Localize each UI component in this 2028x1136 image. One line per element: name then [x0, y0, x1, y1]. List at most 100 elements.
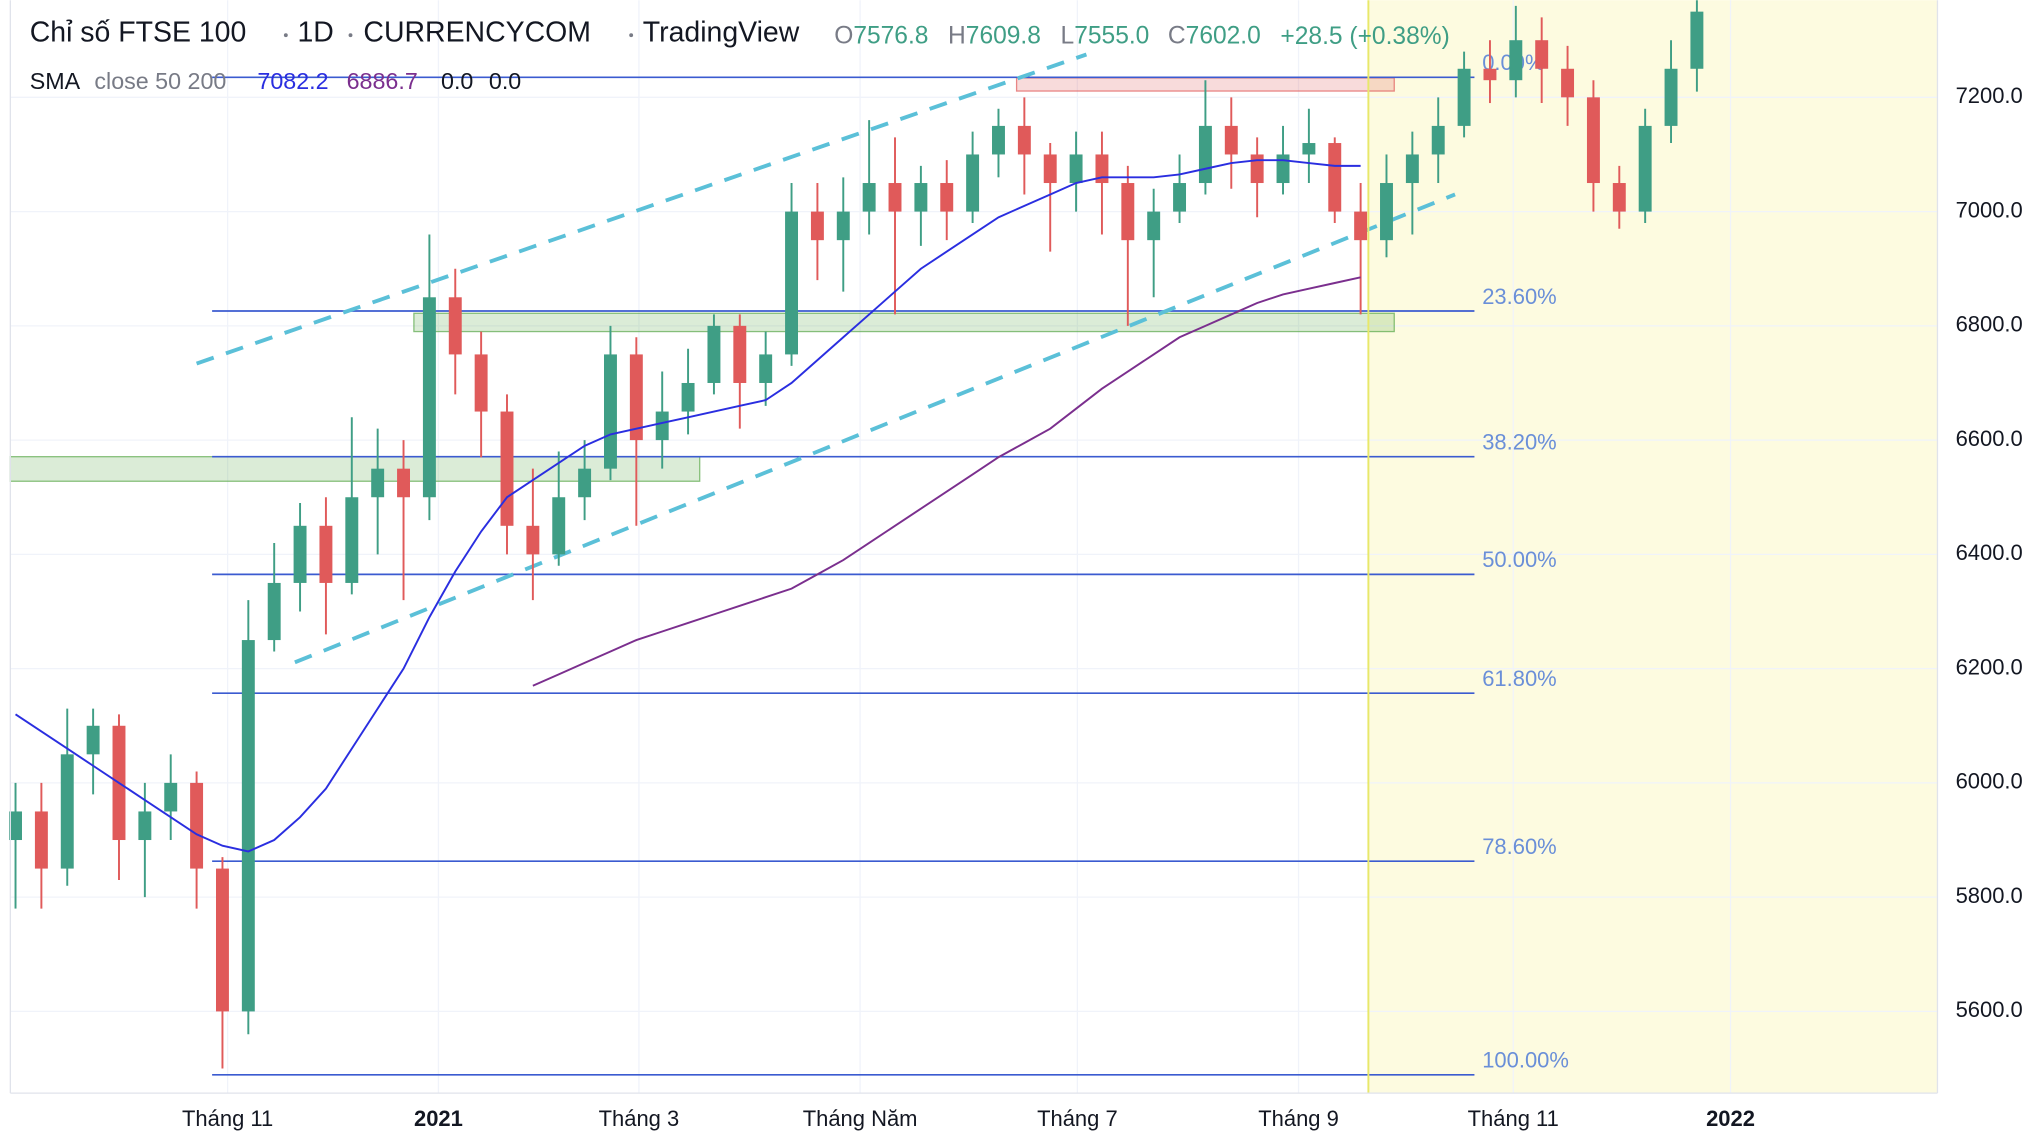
candle-body [733, 325, 747, 383]
candle-body [1380, 183, 1393, 241]
indicator-value: 0.0 [489, 68, 521, 94]
change: +28.5 (+0.38%) [1280, 23, 1449, 50]
candle-body [526, 525, 540, 555]
candle-body [190, 782, 204, 869]
candle-body [966, 154, 980, 212]
indicator-value: 6886.7 [347, 68, 418, 94]
ohlc-value: 7602.0 [1186, 23, 1261, 50]
x-tick-label: 2022 [1706, 1106, 1755, 1131]
x-tick-label: Tháng 7 [1037, 1106, 1118, 1131]
candle-body [293, 525, 307, 583]
candle-body [9, 811, 22, 841]
candle-body [1043, 154, 1057, 184]
candle-body [1457, 68, 1471, 126]
candle-body [1302, 143, 1316, 155]
candle-body [1612, 183, 1626, 212]
candle-body [1095, 154, 1109, 184]
sma-line [532, 276, 1361, 687]
candle-body [215, 868, 229, 1012]
indicator-value: 7082.2 [257, 68, 328, 94]
ohlc-value: 7609.8 [966, 23, 1041, 50]
candle-body [1431, 125, 1445, 155]
source: CURRENCYCOM [363, 16, 591, 48]
x-tick-label: Tháng 9 [1258, 1106, 1339, 1131]
candle-body [785, 211, 799, 355]
candle-body [371, 468, 385, 498]
candle-body [1561, 68, 1575, 98]
y-tick-label: 7200.0 [1956, 83, 2023, 108]
x-tick-label: Tháng 11 [182, 1106, 273, 1131]
candle-body [1017, 125, 1031, 155]
fib-label: 61.80% [1482, 666, 1557, 691]
candle-body [345, 497, 359, 583]
interval: 1D [297, 16, 333, 48]
fib-label: 78.60% [1482, 834, 1557, 859]
candle-body [759, 354, 773, 383]
candle-body [474, 354, 488, 412]
candle-body [1224, 125, 1238, 155]
x-tick-label: Tháng 11 [1468, 1106, 1559, 1131]
candle-body [319, 525, 333, 583]
candle-body [1664, 68, 1678, 126]
candle-body [604, 354, 617, 469]
separator [629, 33, 634, 38]
price-zone [9, 456, 701, 482]
candle-body [1121, 183, 1135, 241]
ohlc-value: 7576.8 [853, 23, 928, 50]
separator [348, 33, 353, 38]
candle-body [707, 325, 721, 383]
y-tick-label: 5600.0 [1956, 997, 2023, 1022]
indicator-name: SMA [30, 68, 81, 94]
candle-body [578, 468, 592, 498]
candle-body [267, 582, 281, 641]
trendline [294, 192, 1456, 665]
projection-area [1368, 0, 1938, 1094]
candle-body [810, 211, 824, 241]
candle-body [1173, 183, 1187, 212]
ohlc-label: O [834, 23, 853, 50]
candle-body [138, 811, 152, 841]
candle-body [862, 183, 876, 212]
candle-body [1509, 40, 1523, 81]
ohlc-item: L7555.0 [1061, 23, 1150, 50]
y-tick-label: 6400.0 [1956, 540, 2023, 565]
candle-body [836, 211, 850, 241]
axes: 5600.0 5800.0 6000.0 6200.0 6400.0 6600.0 6800… [182, 83, 2023, 1131]
plot: 0.00%23.60%38.20%50.00%61.80%78.60%100.0… [9, 0, 1704, 1076]
y-tick-label: 6600.0 [1956, 426, 2023, 451]
ohlc-label: L [1061, 23, 1075, 50]
candle-body [1405, 154, 1419, 184]
chart-title: Chỉ số FTSE 100 [30, 16, 247, 48]
candle-body [888, 183, 902, 212]
ohlc-item: O7576.8 [834, 23, 928, 50]
candle-body [34, 811, 48, 869]
x-tick-label: 2021 [414, 1106, 463, 1131]
candle-body [422, 297, 436, 498]
grid [10, 0, 1938, 1094]
ohlc-label: H [948, 23, 966, 50]
separator [283, 33, 288, 38]
ohlc-label: C [1168, 23, 1186, 50]
candle-body [397, 468, 410, 498]
candle-body [1483, 68, 1497, 81]
ohlc-item: C7602.0 [1168, 23, 1261, 50]
candle-body [629, 354, 643, 441]
candle-body [1250, 154, 1264, 184]
candle-body [992, 125, 1005, 155]
indicator-params: close 50 200 [94, 68, 226, 94]
candle-body [500, 411, 514, 526]
header: Chỉ số FTSE 100 1D CURRENCYCOM TradingVi… [30, 16, 1450, 94]
x-tick-label: Tháng Năm [803, 1106, 918, 1131]
fib-label: 23.60% [1482, 284, 1557, 309]
candle-body [1328, 143, 1342, 212]
fib-label: 100.00% [1482, 1048, 1569, 1073]
candle-body [681, 382, 695, 412]
y-tick-label: 6000.0 [1956, 769, 2023, 794]
x-tick-label: Tháng 3 [599, 1106, 680, 1131]
y-tick-label: 5800.0 [1956, 883, 2023, 908]
candle-body [1586, 97, 1600, 184]
candle-body [164, 782, 178, 812]
indicator-value: 0.0 [441, 68, 473, 94]
